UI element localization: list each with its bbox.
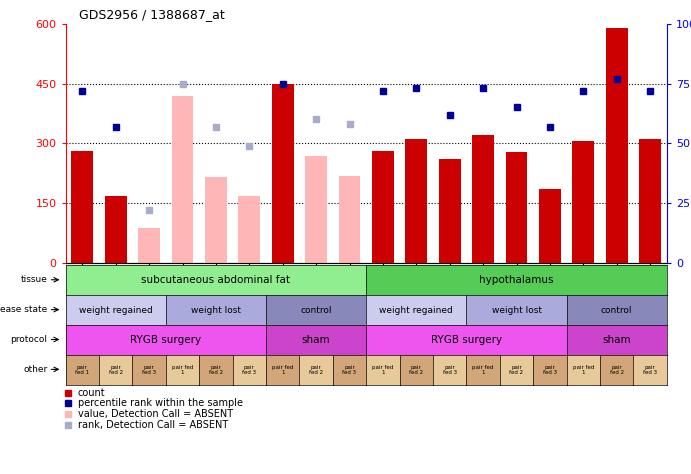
Bar	[606, 27, 627, 263]
Text: weight regained: weight regained	[79, 306, 153, 315]
Text: pair
fed 2: pair fed 2	[509, 365, 524, 375]
Text: pair fed
1: pair fed 1	[272, 365, 294, 375]
Text: pair
fed 2: pair fed 2	[108, 365, 123, 375]
Text: RYGB surgery: RYGB surgery	[131, 335, 201, 345]
Text: other: other	[23, 365, 47, 374]
Text: count: count	[77, 388, 105, 398]
Text: pair
fed 2: pair fed 2	[609, 365, 624, 375]
Bar	[272, 83, 294, 263]
Bar	[171, 96, 193, 263]
Bar	[105, 196, 126, 263]
Bar	[472, 136, 494, 263]
Bar	[439, 158, 461, 263]
Text: protocol: protocol	[10, 335, 47, 344]
Bar	[205, 177, 227, 263]
Text: pair
fed 3: pair fed 3	[243, 365, 256, 375]
Text: weight regained: weight regained	[379, 306, 453, 315]
Text: pair
fed 3: pair fed 3	[443, 365, 457, 375]
Text: pair
fed 2: pair fed 2	[309, 365, 323, 375]
Text: hypothalamus: hypothalamus	[480, 275, 553, 285]
Text: disease state: disease state	[0, 305, 47, 314]
Bar	[572, 141, 594, 263]
Text: RYGB surgery: RYGB surgery	[431, 335, 502, 345]
Text: percentile rank within the sample: percentile rank within the sample	[77, 399, 243, 409]
Bar	[406, 139, 427, 263]
Text: control: control	[301, 306, 332, 315]
Bar	[339, 176, 361, 263]
Text: GDS2956 / 1388687_at: GDS2956 / 1388687_at	[79, 9, 225, 21]
Text: pair
fed 2: pair fed 2	[209, 365, 223, 375]
Text: weight lost: weight lost	[491, 306, 542, 315]
Text: sham: sham	[302, 335, 330, 345]
Text: pair fed
1: pair fed 1	[172, 365, 193, 375]
Text: subcutaneous abdominal fat: subcutaneous abdominal fat	[142, 275, 290, 285]
Text: rank, Detection Call = ABSENT: rank, Detection Call = ABSENT	[77, 420, 228, 430]
Text: pair
fed 3: pair fed 3	[643, 365, 657, 375]
Text: weight lost: weight lost	[191, 306, 241, 315]
Text: pair
fed 1: pair fed 1	[75, 365, 89, 375]
Text: pair fed
1: pair fed 1	[473, 365, 494, 375]
Bar	[305, 156, 327, 263]
Bar	[238, 196, 261, 263]
Bar	[506, 152, 527, 263]
Text: pair fed
1: pair fed 1	[372, 365, 394, 375]
Text: pair
fed 3: pair fed 3	[343, 365, 357, 375]
Bar	[639, 139, 661, 263]
Bar	[539, 189, 561, 263]
Text: value, Detection Call = ABSENT: value, Detection Call = ABSENT	[77, 409, 233, 419]
Text: pair
fed 3: pair fed 3	[142, 365, 156, 375]
Text: control: control	[601, 306, 632, 315]
Text: pair fed
1: pair fed 1	[573, 365, 594, 375]
Text: pair
fed 3: pair fed 3	[543, 365, 557, 375]
Text: tissue: tissue	[21, 275, 47, 284]
Text: sham: sham	[603, 335, 631, 345]
Bar	[71, 151, 93, 263]
Bar	[138, 228, 160, 263]
Text: pair
fed 2: pair fed 2	[409, 365, 424, 375]
Bar	[372, 151, 394, 263]
